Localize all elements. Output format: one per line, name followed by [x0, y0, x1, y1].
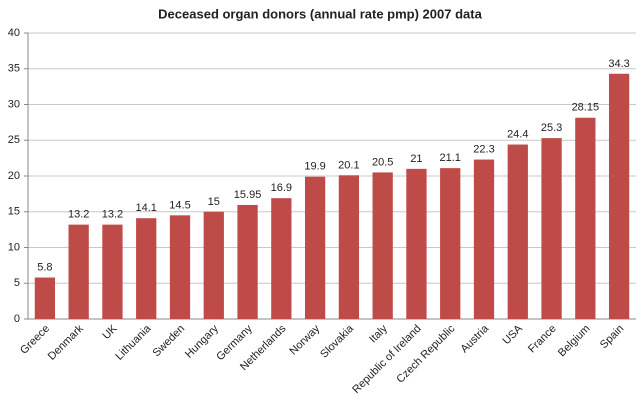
chart-title: Deceased organ donors (annual rate pmp) … — [158, 6, 482, 21]
x-tick-label: Italy — [367, 322, 390, 345]
bar — [372, 172, 393, 319]
x-tick-label: Sweden — [151, 323, 188, 360]
data-label: 19.9 — [304, 161, 325, 173]
bar — [68, 224, 89, 319]
x-tick-label: UK — [100, 322, 120, 342]
bar — [575, 117, 596, 319]
data-label: 13.2 — [68, 209, 89, 221]
data-label: 14.1 — [136, 202, 157, 214]
y-tick-label: 35 — [8, 63, 20, 75]
x-tick-label: Greece — [18, 323, 52, 357]
x-tick-label: USA — [500, 322, 525, 347]
y-tick-label: 30 — [8, 98, 20, 110]
y-tick-label: 0 — [14, 313, 20, 325]
bar — [440, 168, 461, 319]
x-tick-label: Spain — [598, 323, 626, 351]
data-label: 28.15 — [572, 102, 600, 114]
data-label: 21 — [410, 153, 422, 165]
y-tick-label: 5 — [14, 277, 20, 289]
x-tick-label: Belgium — [556, 323, 593, 360]
bar — [34, 277, 56, 319]
bar — [136, 218, 157, 319]
bar — [304, 176, 326, 319]
x-tick-label: Denmark — [46, 322, 86, 362]
bar — [169, 215, 191, 319]
bar — [608, 73, 630, 319]
data-label: 16.9 — [271, 182, 292, 194]
bar — [237, 204, 258, 319]
data-label: 5.8 — [37, 262, 52, 274]
y-tick-label: 15 — [8, 206, 20, 218]
bar — [338, 175, 360, 319]
bar — [271, 198, 292, 319]
bar — [473, 159, 495, 319]
data-label: 13.2 — [102, 209, 123, 221]
data-label: 15 — [208, 196, 220, 208]
data-label: 20.5 — [372, 156, 393, 168]
x-tick-label: France — [526, 323, 559, 356]
data-label: 24.4 — [507, 129, 528, 141]
data-label: 21.1 — [440, 152, 461, 164]
y-tick-label: 20 — [8, 170, 20, 182]
bar — [203, 211, 224, 319]
data-label: 15.95 — [234, 189, 262, 201]
bar — [406, 168, 427, 319]
x-tick-label: Slovakia — [318, 322, 357, 361]
data-label: 25.3 — [541, 122, 562, 134]
y-tick-label: 40 — [8, 27, 20, 39]
y-tick-label: 25 — [8, 134, 20, 146]
bar — [507, 144, 528, 319]
y-tick-label: 10 — [8, 241, 20, 253]
x-tick-label: Czech Republic — [394, 322, 457, 385]
x-tick-label: Lithuania — [113, 322, 154, 363]
data-label: 22.3 — [473, 144, 494, 156]
bar — [102, 224, 123, 319]
data-label: 20.1 — [338, 159, 359, 171]
bar — [541, 138, 562, 319]
data-label: 34.3 — [608, 58, 629, 70]
data-label: 14.5 — [169, 199, 190, 211]
x-tick-label: Austria — [458, 322, 491, 355]
